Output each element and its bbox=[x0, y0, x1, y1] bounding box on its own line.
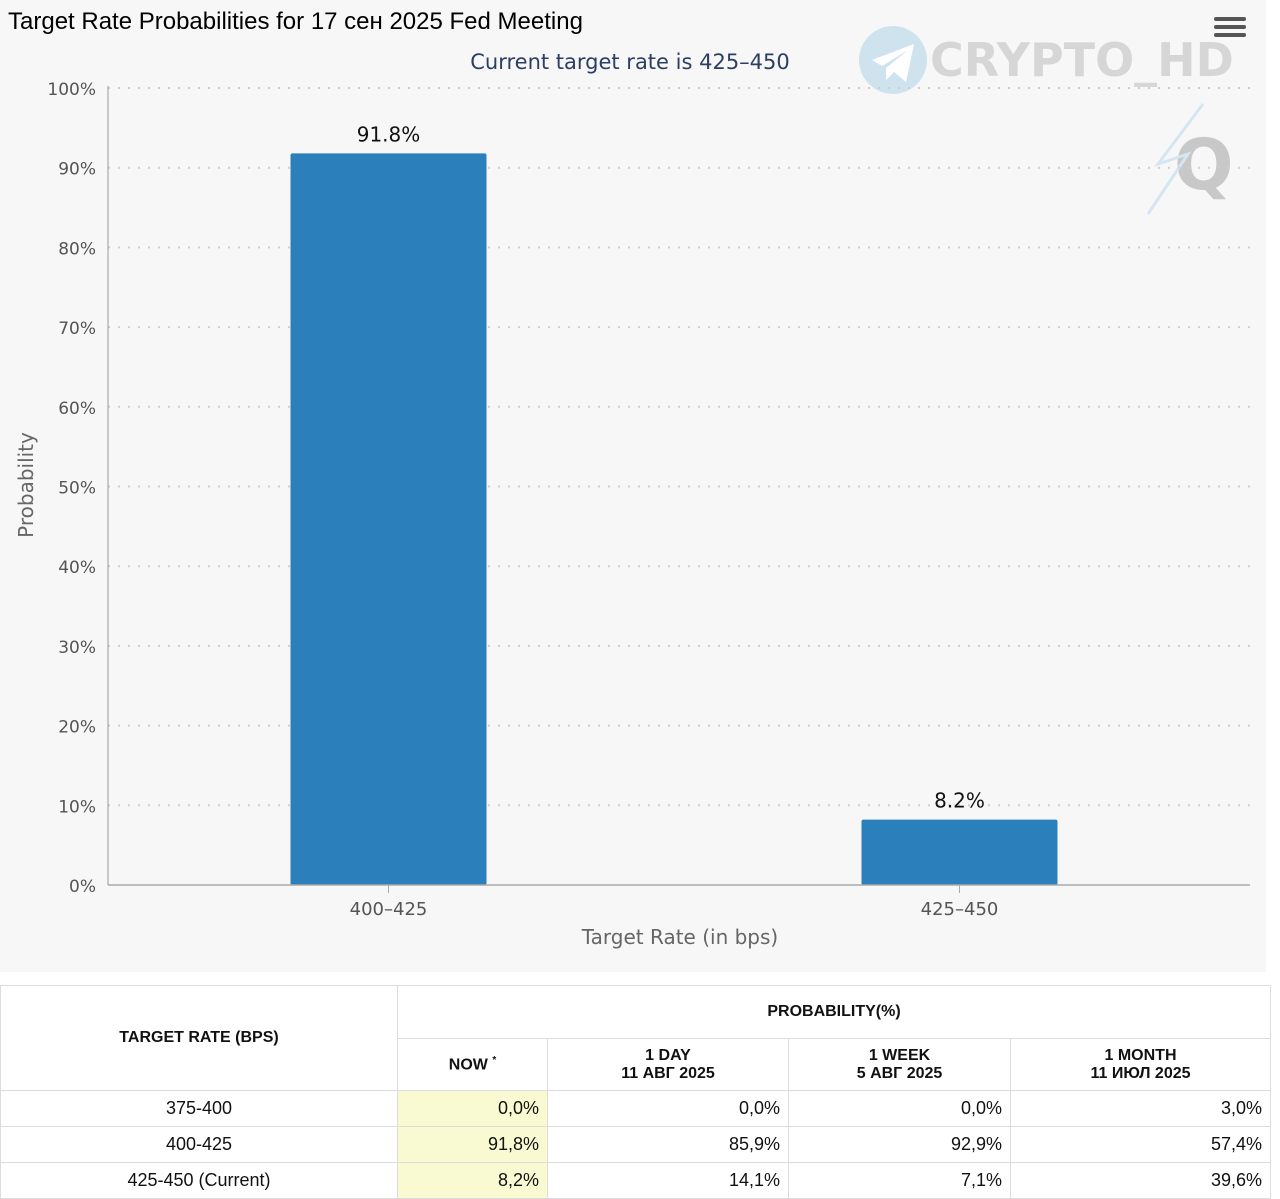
header-1-week: 1 WEEK 5 АВГ 2025 bbox=[788, 1038, 1011, 1091]
x-tick-labels: 400–425 425–450 bbox=[350, 885, 999, 920]
header-probability: PROBABILITY(%) bbox=[396, 985, 1272, 1039]
probability-table: TARGET RATE (BPS) PROBABILITY(%) NOW * 1… bbox=[0, 985, 1272, 1199]
cell-day: 0,0% bbox=[547, 1090, 789, 1127]
y-tick-label: 80% bbox=[58, 239, 96, 259]
grid-lines bbox=[108, 87, 1250, 807]
cell-month: 57,4% bbox=[1009, 1126, 1272, 1163]
cell-rate: 375-400 bbox=[0, 1090, 398, 1127]
header-1-month-label: 1 MONTH bbox=[1104, 1046, 1177, 1064]
y-tick-label: 30% bbox=[58, 638, 96, 658]
x-tick-label: 400–425 bbox=[350, 899, 428, 920]
y-tick-label: 100% bbox=[47, 80, 96, 100]
y-tick-label: 90% bbox=[58, 160, 96, 180]
header-1-week-label: 1 WEEK bbox=[868, 1046, 931, 1064]
menu-bar-2 bbox=[1214, 25, 1246, 29]
chart-area: Target Rate Probabilities for 17 сен 202… bbox=[8, 8, 1250, 949]
y-tick-label: 70% bbox=[58, 319, 96, 339]
y-tick-label: 50% bbox=[58, 479, 96, 499]
cell-rate: 425-450 (Current) bbox=[0, 1162, 398, 1199]
header-now-asterisk: * bbox=[492, 1054, 497, 1066]
cell-day: 85,9% bbox=[547, 1126, 789, 1163]
bar-chart: 0% 10% 20% 30% 40% 50% 60% 70% 80% 90% 100% 91.8% 8… bbox=[14, 80, 1250, 949]
header-1-month: 1 MONTH 11 ИЮЛ 2025 bbox=[1009, 1038, 1272, 1091]
cell-week: 0,0% bbox=[788, 1090, 1011, 1127]
header-1-week-date: 5 АВГ 2025 bbox=[856, 1064, 943, 1082]
header-1-month-date: 11 ИЮЛ 2025 bbox=[1090, 1064, 1191, 1082]
y-tick-label: 20% bbox=[58, 718, 96, 738]
probability-table-section: TARGET RATE (BPS) PROBABILITY(%) NOW * 1… bbox=[0, 985, 1272, 1199]
chart-menu-button[interactable] bbox=[1214, 15, 1246, 43]
y-tick-labels: 0% 10% 20% 30% 40% 50% 60% 70% 80% 90% 100% bbox=[47, 80, 96, 897]
y-axis-title: Probability bbox=[14, 432, 38, 538]
y-tick-label: 0% bbox=[69, 877, 96, 897]
x-axis-title: Target Rate (in bps) bbox=[581, 925, 778, 949]
header-1-day-label: 1 DAY bbox=[645, 1046, 691, 1064]
header-target-rate: TARGET RATE (BPS) bbox=[0, 985, 398, 1091]
header-1-day-date: 11 АВГ 2025 bbox=[621, 1064, 715, 1082]
cell-week: 7,1% bbox=[788, 1162, 1011, 1199]
cell-month: 3,0% bbox=[1009, 1090, 1272, 1127]
menu-bar-3 bbox=[1214, 33, 1246, 37]
table-row: 375-400 0,0% 0,0% 0,0% 3,0% bbox=[0, 1090, 1272, 1127]
header-now-label: NOW bbox=[448, 1056, 488, 1074]
y-tick-label: 40% bbox=[58, 558, 96, 578]
table-row: 425-450 (Current) 8,2% 14,1% 7,1% 39,6% bbox=[0, 1162, 1272, 1199]
table-row: 400-425 91,8% 85,9% 92,9% 57,4% bbox=[0, 1126, 1272, 1163]
cell-now: 8,2% bbox=[397, 1162, 548, 1199]
menu-bar-1 bbox=[1214, 17, 1246, 21]
y-tick-label: 60% bbox=[58, 399, 96, 419]
chart-title: Target Rate Probabilities for 17 сен 202… bbox=[8, 8, 583, 35]
chart-subtitle: Current target rate is 425–450 bbox=[470, 50, 790, 74]
bar-data-label: 8.2% bbox=[934, 789, 985, 813]
cell-day: 14,1% bbox=[547, 1162, 789, 1199]
cell-month: 39,6% bbox=[1009, 1162, 1272, 1199]
bar-data-label: 91.8% bbox=[357, 122, 421, 146]
x-tick-label: 425–450 bbox=[921, 899, 999, 920]
header-now: NOW * bbox=[397, 1038, 548, 1091]
cell-now: 0,0% bbox=[397, 1090, 548, 1127]
cell-now: 91,8% bbox=[397, 1126, 548, 1163]
cell-week: 92,9% bbox=[788, 1126, 1011, 1163]
bar bbox=[861, 819, 1058, 885]
bars: 91.8% 8.2% bbox=[290, 122, 1058, 885]
cell-rate: 400-425 bbox=[0, 1126, 398, 1163]
y-tick-label: 10% bbox=[58, 797, 96, 817]
bar bbox=[290, 153, 487, 885]
header-1-day: 1 DAY 11 АВГ 2025 bbox=[547, 1038, 789, 1091]
